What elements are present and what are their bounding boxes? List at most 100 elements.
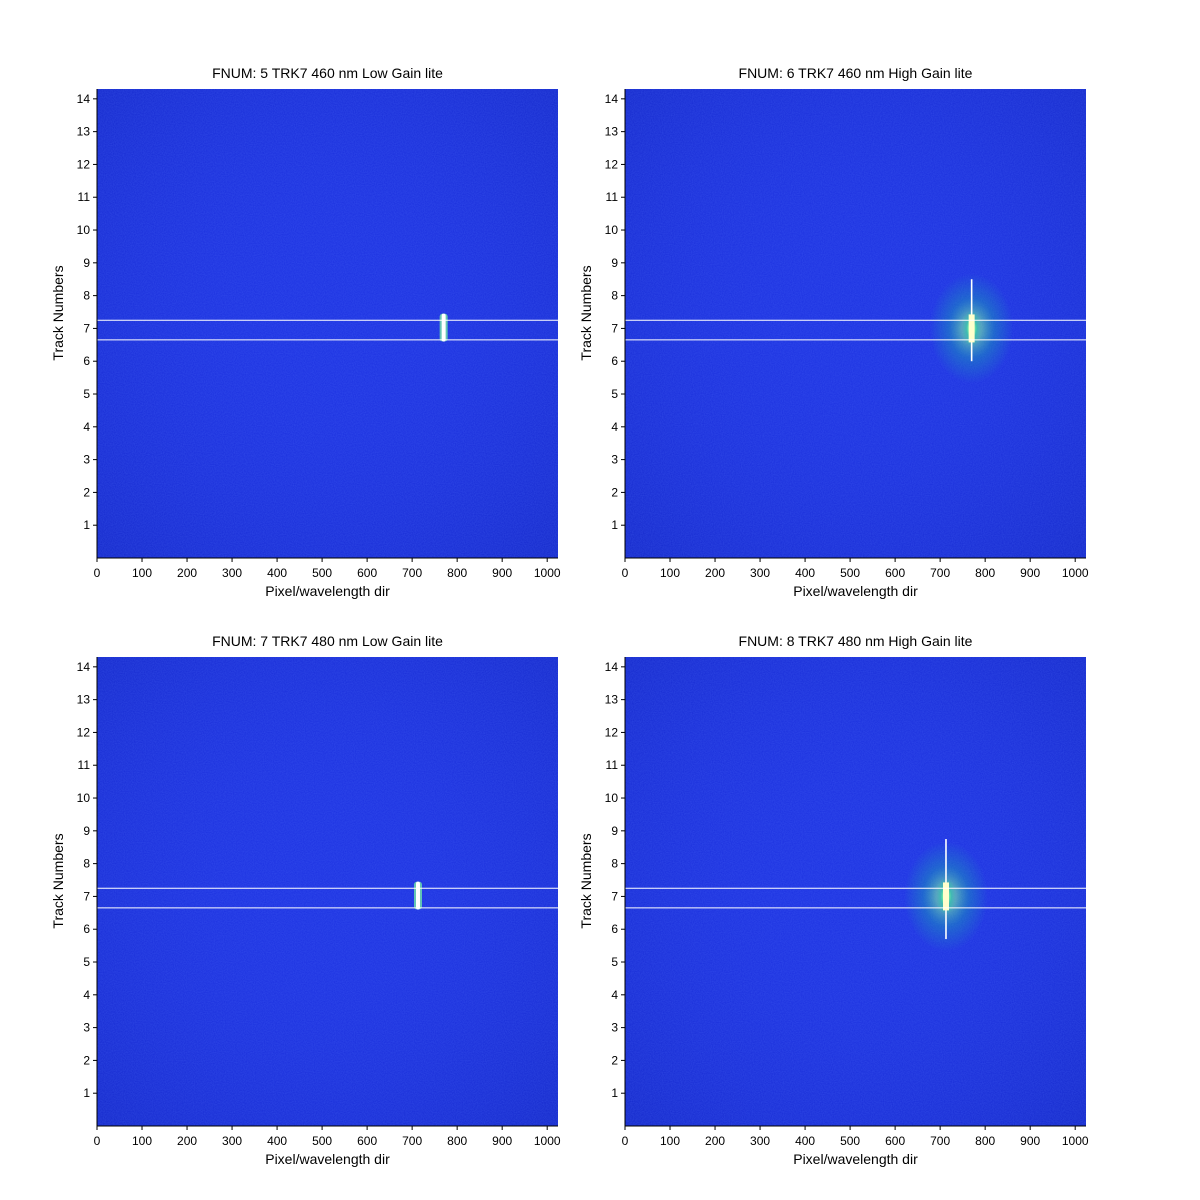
y-tick-label: 4 [611, 420, 618, 434]
chart-title: FNUM: 7 TRK7 480 nm Low Gain lite [212, 633, 443, 649]
chart-title: FNUM: 8 TRK7 480 nm High Gain lite [738, 633, 973, 649]
y-tick-label: 1 [611, 1086, 618, 1100]
y-tick-label: 12 [77, 725, 91, 739]
heatmap-plot: 0 100 200 300 400 500 600 700 800 900 100012345678… [77, 89, 561, 580]
spot-core [415, 881, 420, 910]
y-tick-label: 6 [83, 354, 90, 368]
x-tick-label: 400 [267, 566, 287, 580]
chart-panel-3: FNUM: 7 TRK7 480 nm Low Gain lite Pixel/… [0, 568, 600, 1168]
y-tick-label: 7 [611, 889, 618, 903]
chart-title: FNUM: 5 TRK7 460 nm Low Gain lite [212, 65, 443, 81]
x-tick-label: 300 [222, 1134, 242, 1148]
y-tick-label: 14 [77, 92, 91, 106]
y-tick-label: 6 [83, 922, 90, 936]
y-tick-label: 8 [611, 289, 618, 303]
y-tick-label: 8 [83, 289, 90, 303]
x-tick-label: 200 [177, 1134, 197, 1148]
x-tick-label: 900 [1020, 566, 1040, 580]
y-tick-label: 8 [83, 857, 90, 871]
x-tick-label: 100 [132, 566, 152, 580]
y-tick-label: 13 [77, 693, 91, 707]
x-tick-label: 600 [885, 566, 905, 580]
y-tick-label: 13 [77, 125, 91, 139]
x-tick-label: 0 [622, 1134, 629, 1148]
plot-noise [625, 657, 1086, 1126]
x-tick-label: 400 [795, 566, 815, 580]
x-tick-label: 200 [705, 566, 725, 580]
x-tick-label: 700 [402, 566, 422, 580]
y-tick-label: 2 [611, 485, 618, 499]
x-tick-label: 0 [622, 566, 629, 580]
y-tick-label: 10 [77, 791, 91, 805]
x-tick-label: 800 [975, 1134, 995, 1148]
y-tick-label: 14 [605, 660, 619, 674]
y-tick-label: 7 [83, 321, 90, 335]
y-tick-label: 6 [611, 922, 618, 936]
y-tick-label: 2 [83, 1053, 90, 1067]
y-tick-label: 1 [611, 518, 618, 532]
x-axis-label: Pixel/wavelength dir [265, 583, 390, 599]
y-tick-label: 4 [83, 988, 90, 1002]
chart-panel-4: FNUM: 8 TRK7 480 nm High Gain lite Pixel… [528, 568, 1128, 1168]
x-tick-label: 100 [660, 566, 680, 580]
y-tick-label: 11 [606, 758, 619, 772]
x-tick-label: 0 [94, 566, 101, 580]
x-tick-label: 600 [885, 1134, 905, 1148]
x-tick-label: 900 [492, 566, 512, 580]
y-tick-label: 14 [605, 92, 619, 106]
spot-peak [968, 314, 975, 343]
x-tick-label: 800 [447, 1134, 467, 1148]
spot-peak [942, 882, 949, 911]
y-tick-label: 3 [611, 1021, 618, 1035]
x-tick-label: 900 [1020, 1134, 1040, 1148]
y-tick-label: 11 [78, 190, 91, 204]
y-tick-label: 11 [78, 758, 91, 772]
x-tick-label: 800 [975, 566, 995, 580]
x-tick-label: 100 [660, 1134, 680, 1148]
heatmap-plot: 0 100 200 300 400 500 600 700 800 900 100012345678… [605, 89, 1089, 580]
y-tick-label: 12 [77, 157, 91, 171]
y-tick-label: 5 [611, 387, 618, 401]
y-tick-label: 14 [77, 660, 91, 674]
x-tick-label: 100 [132, 1134, 152, 1148]
x-tick-label: 200 [705, 1134, 725, 1148]
y-tick-label: 4 [83, 420, 90, 434]
y-tick-label: 11 [606, 190, 619, 204]
y-tick-label: 5 [83, 955, 90, 969]
x-tick-label: 600 [357, 566, 377, 580]
x-tick-label: 600 [357, 1134, 377, 1148]
plot-noise [97, 657, 558, 1126]
y-tick-label: 2 [611, 1053, 618, 1067]
y-tick-label: 2 [83, 485, 90, 499]
y-tick-label: 12 [605, 725, 619, 739]
x-tick-label: 1000 [534, 1134, 561, 1148]
x-tick-label: 400 [267, 1134, 287, 1148]
x-tick-label: 400 [795, 1134, 815, 1148]
y-tick-label: 9 [83, 256, 90, 270]
x-tick-label: 500 [312, 1134, 332, 1148]
plot-noise [625, 89, 1086, 558]
x-tick-label: 500 [312, 566, 332, 580]
x-tick-label: 900 [492, 1134, 512, 1148]
heatmap-plot: 0 100 200 300 400 500 600 700 800 900 100012345678… [605, 657, 1089, 1148]
x-tick-label: 800 [447, 566, 467, 580]
x-tick-label: 300 [222, 566, 242, 580]
plot-noise [97, 89, 558, 558]
y-tick-label: 12 [605, 157, 619, 171]
y-tick-label: 10 [605, 223, 619, 237]
x-tick-label: 700 [930, 1134, 950, 1148]
y-tick-label: 5 [83, 387, 90, 401]
y-tick-label: 7 [83, 889, 90, 903]
y-tick-label: 3 [83, 1021, 90, 1035]
chart-panel-2: FNUM: 6 TRK7 460 nm High Gain lite Pixel… [528, 0, 1128, 600]
y-tick-label: 6 [611, 354, 618, 368]
y-tick-label: 1 [83, 1086, 90, 1100]
x-tick-label: 500 [840, 566, 860, 580]
y-tick-label: 10 [77, 223, 91, 237]
y-tick-label: 10 [605, 791, 619, 805]
y-tick-label: 9 [83, 824, 90, 838]
x-tick-label: 1000 [1062, 566, 1089, 580]
x-tick-label: 1000 [1062, 1134, 1089, 1148]
x-tick-label: 300 [750, 566, 770, 580]
y-tick-label: 8 [611, 857, 618, 871]
